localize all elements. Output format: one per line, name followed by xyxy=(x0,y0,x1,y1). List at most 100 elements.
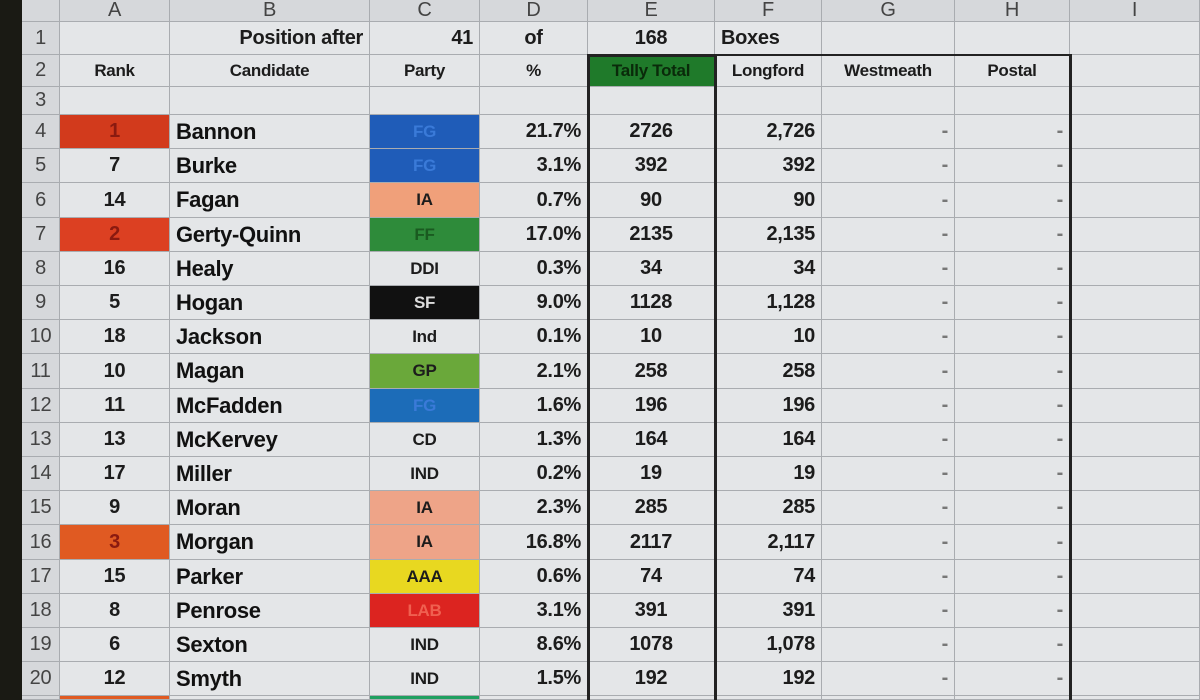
rank-cell[interactable]: 11 xyxy=(60,389,170,423)
tally-total-cell[interactable]: 1128 xyxy=(588,286,715,320)
empty-cell[interactable] xyxy=(60,87,170,115)
postal-cell[interactable]: - xyxy=(955,560,1070,594)
rank-cell[interactable]: 10 xyxy=(60,354,170,389)
total-boxes[interactable]: 168 xyxy=(588,22,715,55)
westmeath-cell[interactable]: - xyxy=(822,594,955,628)
header-westmeath[interactable]: Westmeath xyxy=(822,55,955,87)
party-cell[interactable]: GP xyxy=(370,354,480,389)
empty-cell[interactable] xyxy=(1070,457,1200,491)
percent-cell[interactable]: 1.6% xyxy=(480,389,588,423)
row-header-21[interactable] xyxy=(22,696,60,700)
empty-cell[interactable] xyxy=(822,22,955,55)
empty-cell[interactable] xyxy=(955,22,1070,55)
westmeath-cell[interactable]: - xyxy=(822,218,955,252)
header-postal[interactable]: Postal xyxy=(955,55,1070,87)
empty-cell[interactable] xyxy=(1070,696,1200,700)
candidate-name[interactable]: Penrose xyxy=(170,594,370,628)
rank-cell[interactable]: 16 xyxy=(60,252,170,286)
column-header-E[interactable]: E xyxy=(588,0,715,22)
rank-cell[interactable]: 1 xyxy=(60,115,170,149)
column-header-B[interactable]: B xyxy=(170,0,370,22)
row-header-1[interactable]: 1 xyxy=(22,22,60,55)
tally-total-cell[interactable]: 2117 xyxy=(588,525,715,560)
empty-cell[interactable] xyxy=(1070,525,1200,560)
candidate-name[interactable]: Burke xyxy=(170,149,370,183)
row-header[interactable]: 19 xyxy=(22,628,60,662)
longford-cell[interactable]: 1,078 xyxy=(715,628,822,662)
row-header[interactable]: 11 xyxy=(22,354,60,389)
tally-total-cell[interactable]: 90 xyxy=(588,183,715,218)
empty-cell[interactable] xyxy=(822,87,955,115)
header-longford[interactable]: Longford xyxy=(715,55,822,87)
row-header[interactable]: 9 xyxy=(22,286,60,320)
postal-cell[interactable]: - xyxy=(955,354,1070,389)
empty-cell[interactable] xyxy=(1070,491,1200,525)
column-header-A[interactable]: A xyxy=(60,0,170,22)
longford-cell[interactable]: 74 xyxy=(715,560,822,594)
westmeath-cell[interactable]: - xyxy=(822,149,955,183)
postal-cell[interactable]: - xyxy=(955,115,1070,149)
percent-cell[interactable]: 3.1% xyxy=(480,594,588,628)
percent-cell[interactable]: 2.3% xyxy=(480,491,588,525)
tally-total-cell[interactable]: 2726 xyxy=(588,115,715,149)
percent-cell[interactable]: 17.0% xyxy=(480,218,588,252)
tally-total-cell[interactable]: 1078 xyxy=(588,628,715,662)
longford-cell[interactable]: 196 xyxy=(715,389,822,423)
postal-cell[interactable]: - xyxy=(955,491,1070,525)
longford-cell[interactable]: 34 xyxy=(715,252,822,286)
candidate-name[interactable]: Fagan xyxy=(170,183,370,218)
empty-cell[interactable] xyxy=(588,87,715,115)
party-cell[interactable]: LAB xyxy=(370,594,480,628)
empty-cell[interactable] xyxy=(1070,662,1200,696)
empty-cell[interactable] xyxy=(1070,423,1200,457)
column-header-I[interactable]: I xyxy=(1070,0,1200,22)
candidate-name[interactable]: Gerty-Quinn xyxy=(170,218,370,252)
candidate-name[interactable]: McKervey xyxy=(170,423,370,457)
longford-cell[interactable]: 285 xyxy=(715,491,822,525)
party-cell[interactable]: FG xyxy=(370,115,480,149)
empty-cell[interactable] xyxy=(1070,218,1200,252)
tally-total-cell[interactable]: 391 xyxy=(588,594,715,628)
rank-cell[interactable]: 18 xyxy=(60,320,170,354)
candidate-name[interactable]: Bannon xyxy=(170,115,370,149)
longford-cell[interactable]: 90 xyxy=(715,183,822,218)
party-cell[interactable]: IND xyxy=(370,662,480,696)
longford-cell[interactable]: 391 xyxy=(715,594,822,628)
candidate-name[interactable]: Magan xyxy=(170,354,370,389)
rank-cell[interactable]: 6 xyxy=(60,628,170,662)
percent-cell[interactable]: 16.8% xyxy=(480,525,588,560)
empty-cell[interactable] xyxy=(1070,389,1200,423)
longford-cell[interactable]: 2,135 xyxy=(715,218,822,252)
empty-cell[interactable] xyxy=(1070,87,1200,115)
westmeath-cell[interactable]: - xyxy=(822,320,955,354)
tally-total-cell[interactable]: 19 xyxy=(588,457,715,491)
candidate-name[interactable]: Jackson xyxy=(170,320,370,354)
westmeath-cell[interactable]: - xyxy=(822,354,955,389)
candidate-name[interactable]: Healy xyxy=(170,252,370,286)
candidate-name[interactable]: Miller xyxy=(170,457,370,491)
percent-cell[interactable]: 0.1% xyxy=(480,320,588,354)
party-cell[interactable]: FG xyxy=(370,389,480,423)
westmeath-cell[interactable]: - xyxy=(822,628,955,662)
longford-cell[interactable]: 10 xyxy=(715,320,822,354)
empty-cell[interactable] xyxy=(170,87,370,115)
select-all-corner[interactable] xyxy=(22,0,60,22)
percent-cell[interactable]: 1.5% xyxy=(480,662,588,696)
empty-cell[interactable] xyxy=(480,696,588,700)
postal-cell[interactable]: - xyxy=(955,183,1070,218)
rank-cell[interactable]: 2 xyxy=(60,218,170,252)
empty-cell[interactable] xyxy=(822,696,955,700)
boxes-label[interactable]: Boxes xyxy=(715,22,822,55)
empty-cell[interactable] xyxy=(370,87,480,115)
longford-cell[interactable]: 19 xyxy=(715,457,822,491)
candidate-name[interactable]: Moran xyxy=(170,491,370,525)
row-header[interactable]: 17 xyxy=(22,560,60,594)
party-cell[interactable]: IA xyxy=(370,525,480,560)
postal-cell[interactable]: - xyxy=(955,218,1070,252)
postal-cell[interactable]: - xyxy=(955,389,1070,423)
rank-cell[interactable]: 14 xyxy=(60,183,170,218)
empty-cell[interactable] xyxy=(1070,560,1200,594)
postal-cell[interactable]: - xyxy=(955,252,1070,286)
rank-cell[interactable]: 15 xyxy=(60,560,170,594)
empty-cell[interactable] xyxy=(1070,55,1200,87)
